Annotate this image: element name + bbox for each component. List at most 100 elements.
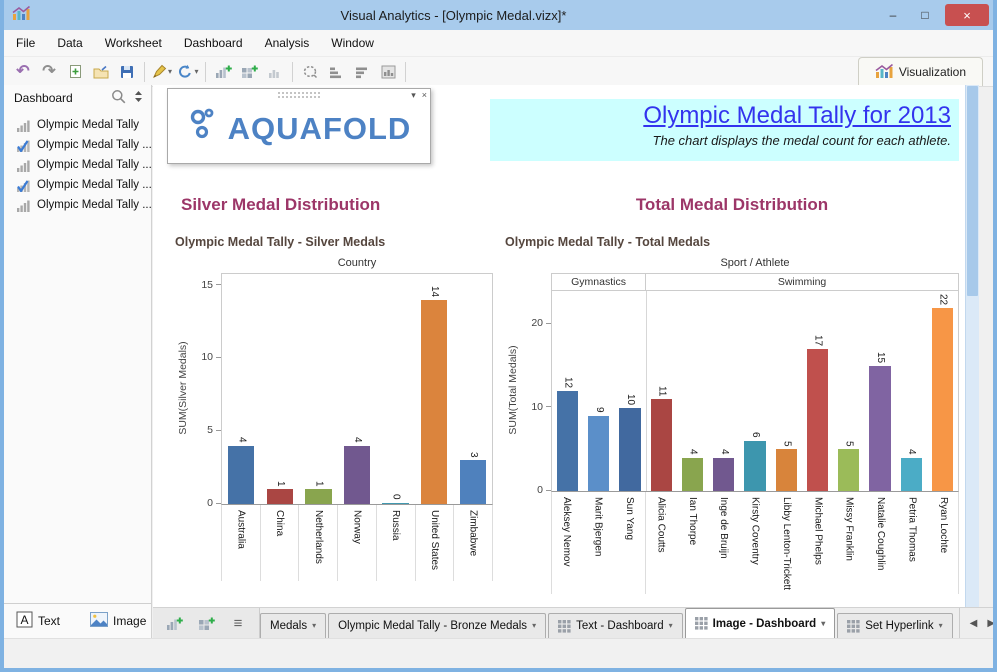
image-widget[interactable]: ▾ × AQUAFOLD (167, 88, 431, 164)
dropdown-caret-icon[interactable]: ▾ (167, 66, 172, 76)
bar-australia[interactable] (228, 445, 255, 504)
bar-value-label: 10 (625, 393, 637, 405)
add-text-button[interactable]: A Text (16, 611, 60, 631)
tab-olympic-medal-tally-bronze-medals[interactable]: Olympic Medal Tally - Bronze Medals ▾ (328, 613, 547, 638)
tab-scroll-left-icon[interactable]: ◀ (969, 617, 978, 629)
bar-kirsty-coventry[interactable] (744, 441, 766, 491)
bar-natalie-coughlin[interactable] (869, 366, 891, 491)
sidebar-item-5[interactable]: Olympic Medal Tally ... (16, 195, 152, 215)
worksheet-list-icon[interactable]: ≡ (233, 614, 243, 632)
add-image-button[interactable]: Image (90, 612, 146, 630)
redo-button[interactable]: ↷ (36, 60, 62, 84)
bar-value-label: 5 (781, 440, 793, 447)
toolbar-separator (405, 61, 406, 82)
scrollbar-thumb[interactable] (967, 86, 978, 296)
sidebar-item-label: Olympic Medal Tally (37, 119, 140, 131)
bar-netherlands[interactable] (305, 489, 332, 504)
bar-missy-franklin[interactable] (838, 449, 860, 491)
search-icon[interactable] (111, 89, 126, 107)
new-dashboard-button[interactable] (193, 611, 219, 635)
sidebar-item-1[interactable]: Olympic Medal Tally (16, 115, 151, 135)
menu-item-dashboard[interactable]: Dashboard (183, 36, 243, 50)
tab-set-hyperlink[interactable]: Set Hyperlink ▾ (837, 613, 953, 638)
tab-caret-icon[interactable]: ▾ (312, 621, 317, 630)
menu-item-file[interactable]: File (16, 36, 36, 50)
category-cell: Zimbabwe (453, 505, 494, 581)
sidebar-item-2[interactable]: Olympic Medal Tally ... (16, 135, 152, 155)
bar-ryan-lochte[interactable] (931, 307, 954, 491)
sort-updown-icon[interactable] (134, 90, 143, 106)
tab-medals[interactable]: Medals ▾ (260, 613, 327, 638)
add-image-label: Image (113, 614, 147, 628)
bar-value-label: 4 (687, 449, 699, 455)
toolbar: ↶ ↷ ▾ ▾ Visualization (4, 57, 993, 87)
sort-descending-button[interactable] (349, 60, 375, 84)
bar-aleksey-nemov[interactable] (557, 391, 579, 491)
dropdown-caret-icon[interactable]: ▾ (194, 66, 199, 76)
vertical-scrollbar[interactable] (965, 85, 979, 607)
new-dashboard-button[interactable] (236, 60, 262, 84)
tab-caret-icon[interactable]: ▾ (668, 621, 673, 630)
visualization-tab[interactable]: Visualization (857, 57, 983, 86)
y-axis: SUM(Total Medals) 0 10 20 (505, 290, 551, 496)
bar-united-states[interactable] (421, 300, 448, 504)
top-axis-label: Sport / Athlete (720, 257, 790, 269)
tab-caret-icon[interactable]: ▾ (938, 621, 943, 630)
bar-norway[interactable] (343, 445, 371, 504)
save-button[interactable] (114, 60, 140, 84)
menu-item-analysis[interactable]: Analysis (264, 36, 310, 50)
show-totals-button[interactable] (375, 60, 401, 84)
bar-inge-de-bruijn[interactable] (713, 457, 735, 491)
sidebar-item-4[interactable]: Olympic Medal Tally ... (16, 175, 152, 195)
y-tick: 15 (201, 279, 221, 291)
open-folder-button[interactable] (88, 60, 114, 84)
tab-image-dashboard[interactable]: Image - Dashboard ▾ (684, 608, 836, 638)
category-cell: Norway (337, 505, 376, 581)
close-button[interactable]: × (945, 4, 989, 26)
minimize-button[interactable]: – (889, 8, 897, 22)
tab-label: Image - Dashboard (712, 617, 817, 630)
format-wizard-button[interactable]: ▾ (149, 60, 175, 84)
widget-menu-caret-icon[interactable]: ▾ (411, 89, 416, 100)
sort-ascending-button[interactable] (323, 60, 349, 84)
tab-text-dashboard[interactable]: Text - Dashboard ▾ (548, 613, 683, 638)
category-cell: Libby Lenton-Trickett (771, 492, 802, 594)
app-chart-icon (12, 5, 30, 21)
new-worksheet-button[interactable] (161, 611, 187, 635)
maximize-button[interactable]: □ (921, 8, 929, 22)
bar-russia[interactable] (382, 502, 409, 504)
y-tick-label: 0 (207, 497, 213, 509)
menu-bar: File Data Worksheet Dashboard Analysis Window (4, 30, 993, 57)
duplicate-worksheet-button[interactable] (262, 60, 288, 84)
bar-marit-bjergen[interactable] (588, 416, 610, 491)
refresh-button[interactable]: ▾ (175, 60, 201, 84)
bar-petria-thomas[interactable] (900, 457, 922, 491)
sidebar-footer: A Text Image (4, 603, 151, 638)
tab-caret-icon[interactable]: ▾ (532, 621, 537, 630)
new-file-button[interactable] (62, 60, 88, 84)
tabbar-icons: ≡ (153, 608, 260, 638)
widget-close-icon[interactable]: × (421, 89, 427, 100)
format-wizard-icon (152, 64, 167, 79)
drag-grip[interactable] (277, 91, 321, 100)
bar-michael-phelps[interactable] (806, 349, 829, 491)
sidebar-item-label: Olympic Medal Tally ... (37, 159, 152, 171)
bar-zimbabwe[interactable] (459, 460, 486, 504)
visualization-chart-icon (875, 63, 893, 79)
bar-china[interactable] (266, 489, 293, 504)
banner-title[interactable]: Olympic Medal Tally for 2013 (643, 102, 951, 129)
tab-scroll-right-icon[interactable]: ▶ (987, 617, 996, 629)
clear-selection-button[interactable] (297, 60, 323, 84)
undo-button[interactable]: ↶ (10, 60, 36, 84)
menu-item-data[interactable]: Data (57, 36, 83, 50)
bar-alicia-coutts[interactable] (650, 399, 672, 491)
bar-libby-lenton-trickett[interactable] (775, 449, 797, 491)
sidebar-item-3[interactable]: Olympic Medal Tally ... (16, 155, 152, 175)
menu-item-window[interactable]: Window (331, 36, 374, 50)
tab-caret-icon[interactable]: ▾ (821, 618, 826, 628)
bar-sun-yang[interactable] (619, 407, 641, 491)
new-worksheet-button[interactable] (210, 60, 236, 84)
category-cell: China (259, 505, 299, 581)
bar-ian-thorpe[interactable] (681, 457, 704, 491)
menu-item-worksheet[interactable]: Worksheet (104, 36, 162, 50)
